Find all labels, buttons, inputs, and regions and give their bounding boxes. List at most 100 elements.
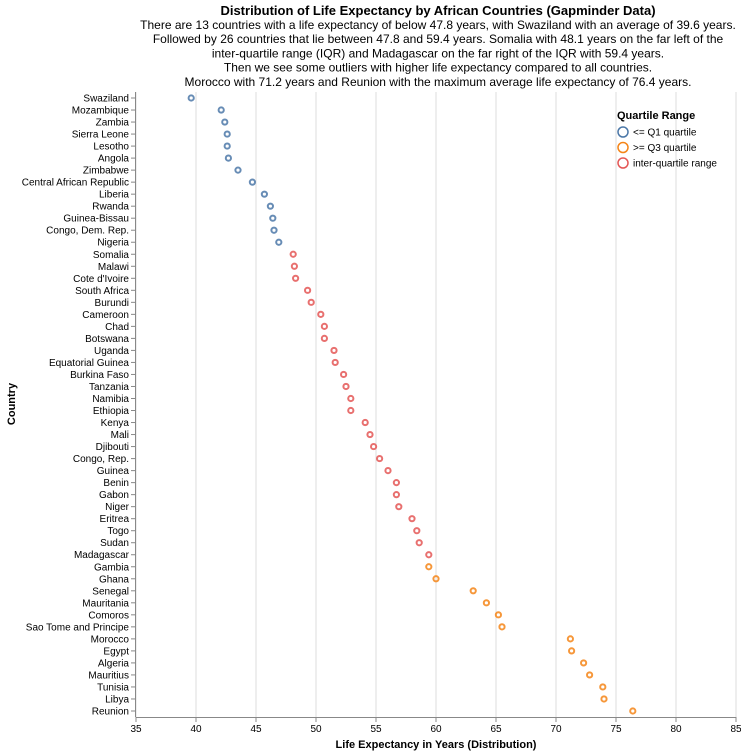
data-point bbox=[223, 142, 231, 150]
data-point bbox=[260, 190, 268, 198]
legend-label: inter-quartile range bbox=[633, 159, 717, 170]
y-tick-label: Tunisia bbox=[97, 682, 129, 693]
data-point bbox=[320, 334, 328, 342]
x-tick-label: 40 bbox=[190, 724, 202, 735]
y-tick-label: Cote d'Ivoire bbox=[73, 274, 129, 285]
y-tick-label: Sudan bbox=[100, 538, 129, 549]
y-tick-label: Kenya bbox=[101, 418, 130, 429]
legend: Quartile Range <= Q1 quartile >= Q3 quart… bbox=[617, 110, 717, 170]
data-point bbox=[187, 94, 195, 102]
y-tick-label: Madagascar bbox=[74, 550, 130, 561]
data-point bbox=[221, 118, 229, 126]
y-tick-label: Burkina Faso bbox=[70, 370, 129, 381]
x-axis-title: Life Expectancy in Years (Distribution) bbox=[336, 739, 537, 751]
x-tick-label: 65 bbox=[490, 724, 502, 735]
y-tick-label: Ghana bbox=[99, 574, 129, 585]
x-tick-label: 75 bbox=[610, 724, 622, 735]
data-point bbox=[275, 238, 283, 246]
chart-subtitle-line: Followed by 26 countries that lie betwee… bbox=[153, 32, 724, 46]
data-point bbox=[342, 382, 350, 391]
y-tick-label: Liberia bbox=[99, 190, 129, 201]
y-tick-label: Guinea-Bissau bbox=[63, 214, 129, 225]
data-point bbox=[224, 154, 232, 162]
y-tick-label: Niger bbox=[105, 502, 130, 513]
data-point bbox=[217, 106, 225, 114]
data-point bbox=[290, 262, 298, 270]
y-tick-label: Zimbabwe bbox=[83, 166, 130, 177]
y-tick-label: Libya bbox=[105, 694, 129, 705]
data-point bbox=[331, 358, 339, 367]
y-tick-label: Senegal bbox=[92, 586, 129, 597]
y-tick-label: Egypt bbox=[103, 646, 129, 657]
data-point bbox=[415, 539, 423, 547]
x-tick-label: 80 bbox=[670, 724, 682, 735]
data-point bbox=[292, 274, 300, 282]
y-tick-label: Zambia bbox=[96, 118, 130, 129]
data-point bbox=[330, 346, 338, 355]
y-tick-label: South Africa bbox=[75, 286, 129, 297]
data-point bbox=[269, 214, 277, 222]
x-tick-label: 35 bbox=[130, 724, 142, 735]
chart-subtitle: There are 13 countries with a life expec… bbox=[140, 18, 736, 89]
y-tick-label: Equatorial Guinea bbox=[49, 358, 129, 369]
y-tick-label: Togo bbox=[107, 526, 129, 537]
y-tick-label: Botswana bbox=[85, 334, 129, 345]
data-point bbox=[370, 442, 378, 451]
y-tick-label: Burundi bbox=[95, 298, 129, 309]
data-point bbox=[600, 695, 608, 703]
data-point bbox=[395, 503, 403, 511]
y-tick-label: Gambia bbox=[94, 562, 129, 573]
data-point bbox=[392, 479, 400, 487]
data-point bbox=[270, 226, 278, 234]
y-tick-label: Comoros bbox=[88, 610, 129, 621]
data-point bbox=[586, 671, 594, 679]
x-tick-label: 85 bbox=[730, 724, 741, 735]
legend-label: >= Q3 quartile bbox=[633, 143, 697, 154]
data-point bbox=[234, 166, 242, 174]
y-tick-label: Central African Republic bbox=[22, 178, 129, 189]
chart-title: Distribution of Life Expectancy by Afric… bbox=[220, 3, 655, 18]
data-points bbox=[187, 94, 637, 715]
chart-subtitle-line: Morocco with 71.2 years and Reunion with… bbox=[185, 75, 692, 89]
y-tick-label: Mali bbox=[111, 430, 129, 441]
y-axis-title: Country bbox=[6, 382, 18, 425]
y-tick-label: Angola bbox=[98, 154, 130, 165]
x-tick-label: 55 bbox=[370, 724, 382, 735]
y-tick-label: Sierra Leone bbox=[72, 130, 130, 141]
y-tick-label: Somalia bbox=[93, 250, 130, 261]
data-point bbox=[384, 467, 392, 475]
y-tick-label: Gabon bbox=[99, 490, 129, 501]
data-point bbox=[361, 418, 369, 427]
data-point bbox=[307, 298, 315, 306]
data-point bbox=[223, 130, 231, 138]
legend-symbol bbox=[617, 126, 629, 138]
legend-title: Quartile Range bbox=[617, 110, 695, 122]
data-point bbox=[413, 527, 421, 535]
x-gridlines bbox=[135, 92, 737, 717]
x-tick-label: 60 bbox=[430, 724, 442, 735]
data-point bbox=[347, 406, 355, 415]
y-tick-label: Benin bbox=[103, 478, 129, 489]
y-tick-label: Mozambique bbox=[72, 106, 130, 117]
data-point bbox=[566, 635, 575, 643]
legend-label: <= Q1 quartile bbox=[633, 128, 697, 139]
y-tick-label: Cameroon bbox=[82, 310, 129, 321]
y-tick-label: Chad bbox=[105, 322, 129, 333]
data-point bbox=[317, 310, 325, 318]
data-point bbox=[347, 394, 355, 403]
data-point bbox=[320, 322, 328, 330]
y-tick-label: Nigeria bbox=[97, 238, 129, 249]
y-tick-label: Congo, Dem. Rep. bbox=[46, 226, 129, 237]
x-tick-label: 45 bbox=[250, 724, 262, 735]
data-point bbox=[498, 623, 506, 631]
data-point bbox=[568, 647, 576, 655]
y-tick-label: Namibia bbox=[92, 394, 129, 405]
data-point bbox=[432, 575, 440, 583]
y-tick-label: Swaziland bbox=[83, 94, 129, 105]
y-tick-label: Guinea bbox=[97, 466, 130, 477]
chart-subtitle-line: There are 13 countries with a life expec… bbox=[140, 18, 736, 32]
data-point bbox=[425, 551, 433, 559]
data-point bbox=[408, 515, 416, 523]
y-tick-label: Congo, Rep. bbox=[73, 454, 129, 465]
